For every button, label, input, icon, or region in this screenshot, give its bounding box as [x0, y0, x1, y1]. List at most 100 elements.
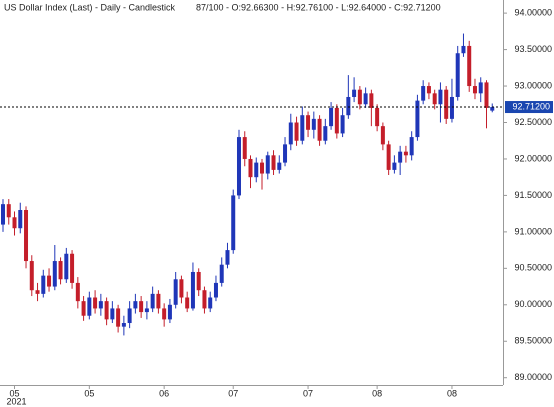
y-tick-label: 91.50000 [514, 190, 552, 200]
candle-body [18, 210, 23, 229]
candle-body [346, 96, 351, 116]
candle-body [398, 151, 403, 163]
candle-body [150, 293, 155, 309]
y-tick-label: 94.00000 [514, 8, 552, 18]
candle-body [449, 96, 454, 119]
y-tick-label: 91.00000 [514, 226, 552, 236]
candle-body [242, 137, 247, 159]
candle-body [208, 297, 213, 309]
candle-body [467, 45, 472, 87]
candle-body [24, 210, 29, 262]
candle-body [58, 261, 63, 280]
candle-body [426, 86, 431, 94]
candle-body [421, 86, 426, 101]
candle-body [202, 290, 207, 309]
candle-body [432, 93, 437, 105]
candle-body [334, 107, 339, 134]
x-tick-label: 07 [228, 388, 238, 398]
candle-body [294, 122, 299, 141]
candle-body [444, 89, 449, 119]
candle-body [116, 308, 121, 327]
candle-body [47, 275, 52, 287]
candle-body [357, 89, 362, 105]
y-tick-label: 90.00000 [514, 299, 552, 309]
year-label: 2021 [7, 396, 27, 406]
candle-body [162, 308, 167, 320]
y-tick-label: 89.50000 [514, 336, 552, 346]
candle-body [225, 250, 230, 265]
candle-body [484, 82, 489, 108]
x-tick-label: 08 [447, 388, 457, 398]
candle-body [35, 290, 40, 294]
candle-body [490, 107, 495, 111]
candle-body [438, 89, 443, 105]
candle-body [110, 308, 115, 320]
candle-body [277, 162, 282, 170]
y-tick-label: 92.50000 [514, 117, 552, 127]
candle-body [340, 115, 345, 134]
candle-body [93, 297, 98, 309]
candle-body [144, 308, 149, 313]
last-price-label: 92.71200 [512, 101, 550, 111]
candle-body [12, 217, 17, 229]
candle-body [403, 151, 408, 156]
y-tick-label: 93.00000 [514, 80, 552, 90]
candle-body [369, 93, 374, 108]
ohlc-info: 87/100 - O:92.66300 - H:92.76100 - L:92.… [196, 2, 441, 12]
candle-body [415, 100, 420, 138]
candle-body [121, 323, 126, 327]
x-tick-label: 08 [372, 388, 382, 398]
candle-body [409, 137, 414, 156]
last-price-box [505, 101, 553, 114]
candle-body [386, 144, 391, 170]
candle-body [254, 162, 259, 178]
candle-body [380, 126, 385, 145]
y-tick-label: 90.50000 [514, 263, 552, 273]
candle-body [173, 279, 178, 305]
x-tick-label: 05 [84, 388, 94, 398]
candle-body [70, 253, 75, 283]
candle-body [236, 137, 241, 196]
candle-body [306, 115, 311, 130]
candle-body [127, 308, 132, 324]
y-tick-label: 92.00000 [514, 153, 552, 163]
candle-body [213, 282, 218, 298]
candle-body [87, 297, 92, 316]
candle-body [81, 301, 86, 316]
candle-body [52, 261, 57, 287]
candle-body [219, 264, 224, 283]
x-tick-label: 06 [159, 388, 169, 398]
candle-body [248, 158, 253, 178]
candle-body [98, 301, 103, 309]
candle-body [167, 304, 172, 320]
candle-body [283, 144, 288, 163]
candle-body [375, 107, 380, 127]
y-tick-label: 89.00000 [514, 372, 552, 382]
candle-body [231, 195, 236, 251]
candle-body [455, 53, 460, 97]
candle-body [329, 107, 334, 127]
candle-body [156, 293, 161, 309]
candle-body [1, 204, 5, 225]
candle-body [323, 126, 328, 141]
candle-body [352, 89, 357, 97]
candle-body [41, 275, 46, 294]
candle-body [6, 204, 11, 218]
candle-body [179, 279, 184, 298]
candle-body [363, 93, 368, 105]
candle-body [478, 82, 483, 94]
candle-body [139, 301, 144, 313]
candle-body [133, 301, 138, 309]
candle-body [271, 155, 276, 170]
candle-body [265, 155, 270, 174]
chart-title: US Dollar Index (Last) - Daily - Candles… [4, 2, 176, 12]
x-tick-label: 05 [10, 388, 20, 398]
candle-body [461, 45, 466, 54]
candle-body [392, 162, 397, 170]
candle-body [190, 271, 195, 309]
candle-body [75, 282, 80, 302]
candle-body [260, 162, 265, 174]
candle-body [185, 297, 190, 309]
